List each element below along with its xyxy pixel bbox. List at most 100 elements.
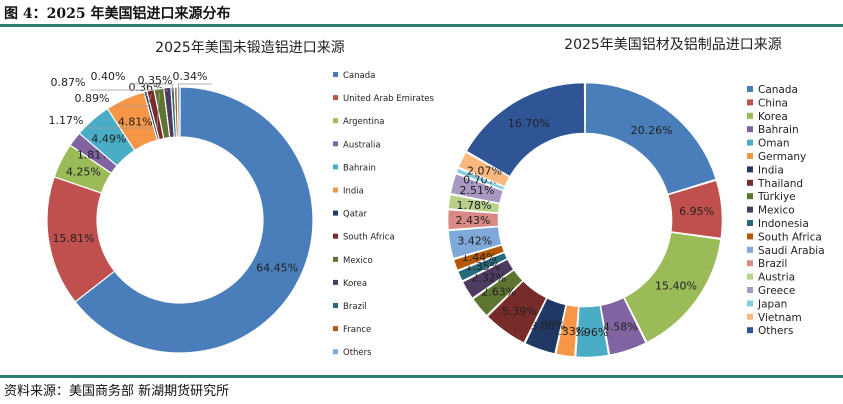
- chart-1-slice-others: [176, 86, 181, 138]
- chart-1-data-label: 0.87%: [51, 76, 86, 89]
- chart-2-slice-vietnam: [458, 152, 510, 187]
- chart-2-legend-label: Vietnam: [758, 312, 802, 324]
- chart-1-legend-swatch: [333, 349, 338, 355]
- chart-2-legend-swatch: [747, 99, 753, 106]
- chart-1-legend-label: United Arab Emirates: [343, 94, 435, 104]
- chart-2-data-label: 2.07%: [467, 165, 502, 178]
- chart-2-data-label: 5.39%: [502, 305, 537, 318]
- chart-2-legend-swatch: [747, 166, 753, 173]
- chart-2-data-label: 3.42%: [457, 234, 492, 247]
- chart-2-legend-swatch: [747, 300, 753, 307]
- chart-2-legend-label: Canada: [758, 84, 798, 96]
- chart-2-slice-others: [466, 82, 585, 177]
- chart-1-data-label: 15.81%: [53, 232, 95, 245]
- chart-1-legend-swatch: [333, 303, 338, 308]
- chart-2-legend-label: Bahrain: [758, 124, 799, 136]
- chart-1-data-label: 1.17%: [49, 114, 84, 127]
- chart-2-legend-label: Brazil: [758, 258, 787, 270]
- chart-2-slice-thailand: [487, 280, 547, 343]
- chart-2-data-label: 3.96%: [573, 326, 608, 339]
- chart-2-legend-swatch: [747, 139, 753, 146]
- chart-1-leader-line: [174, 87, 177, 92]
- chart-2-data-label: 4.58%: [603, 320, 638, 333]
- chart-1-legend-label: Mexico: [343, 256, 373, 266]
- chart-1-data-label: 0.35%: [138, 74, 173, 87]
- chart-2-slice-bahrain: [600, 297, 647, 356]
- chart-2-slice-brazil: [447, 209, 499, 230]
- chart-1-leader-line: [114, 94, 152, 107]
- chart-2-legend-label: India: [758, 164, 784, 176]
- chart-2-slice-greece: [450, 173, 504, 204]
- chart-1-data-label: 4.81%: [118, 116, 153, 129]
- chart-2-slice-canada: [585, 82, 717, 195]
- chart-2-slice-indonesia: [457, 252, 508, 282]
- chart-2-legend-label: Saudi Arabia: [758, 245, 825, 257]
- chart-2-legend-swatch: [747, 313, 753, 320]
- chart-1-leader-line: [90, 89, 169, 92]
- chart-2-legend-label: Greece: [758, 285, 795, 297]
- chart-2-legend-swatch: [747, 206, 753, 213]
- title-rule: [0, 24, 843, 27]
- chart-1-legend-label: Bahrain: [343, 163, 376, 173]
- chart-2-title: 2025年美国铝材及铝制品进口来源: [564, 37, 782, 53]
- chart-2-data-label: 2.32%: [471, 271, 506, 284]
- chart-2-legend-swatch: [747, 327, 753, 334]
- chart-2-legend-swatch: [747, 233, 753, 240]
- chart-1-legend-label: Brazil: [343, 302, 367, 312]
- chart-1-legend-swatch: [333, 256, 338, 262]
- chart-2-data-label: 2.63%: [481, 286, 516, 299]
- chart-2-legend-label: China: [758, 97, 788, 109]
- chart-1-data-label: 0.40%: [91, 70, 126, 83]
- chart-2-slice-t-rkiye: [472, 269, 523, 316]
- chart-2-slice-south-africa: [453, 244, 505, 271]
- chart-1-legend-label: Others: [343, 348, 372, 358]
- chart-2-legend-swatch: [747, 273, 753, 280]
- source-rule: [0, 375, 843, 378]
- chart-2-legend-swatch: [747, 246, 753, 253]
- chart-2-data-label: 20.26%: [631, 124, 673, 137]
- chart-1-slice-canada: [74, 86, 314, 354]
- source-note: 资料来源：美国商务部 新湖期货研究所: [4, 384, 230, 399]
- chart-2-legend-label: Japan: [757, 298, 787, 310]
- chart-2-legend-swatch: [747, 220, 753, 226]
- chart-2-legend-label: South Africa: [758, 231, 822, 243]
- chart-2-slice-korea: [624, 232, 721, 343]
- chart-1-data-label: 4.49%: [91, 133, 126, 146]
- chart-1-legend-swatch: [333, 233, 338, 239]
- chart-2-slice-china: [667, 180, 723, 239]
- chart-2-legend-label: Others: [758, 325, 793, 337]
- chart-2-data-label: 3.80%: [530, 320, 565, 333]
- chart-2-legend-swatch: [747, 287, 753, 293]
- chart-1-legend-label: Korea: [343, 279, 367, 289]
- chart-2-legend-label: Mexico: [758, 205, 795, 217]
- chart-1-data-label: 0.34%: [173, 70, 208, 83]
- chart-1-legend-swatch: [333, 279, 338, 285]
- chart-2-data-label: 15.40%: [655, 279, 697, 292]
- chart-2-slice-india: [524, 297, 567, 354]
- chart-1-legend-label: South Africa: [343, 233, 395, 243]
- chart-2-slice-saudi-arabia: [448, 226, 502, 259]
- chart-1-legend-label: France: [343, 325, 371, 335]
- chart-2-legend-label: Austria: [758, 272, 795, 284]
- chart-2-slice-mexico: [462, 259, 514, 299]
- chart-2-legend-label: Indonesia: [758, 218, 809, 230]
- chart-1-legend-swatch: [333, 95, 338, 101]
- chart-2-legend-swatch: [747, 193, 753, 200]
- chart-1-data-label: 4.25%: [66, 166, 101, 179]
- chart-2-slice-germany: [555, 304, 579, 357]
- chart-1-legend-label: Argentina: [343, 117, 384, 127]
- chart-1-leader-line: [178, 83, 212, 92]
- chart-2-legend-swatch: [747, 112, 753, 119]
- chart-1-title: 2025年美国未锻造铝进口来源: [155, 40, 345, 56]
- chart-1-leader-line: [88, 92, 160, 129]
- chart-2-legend-label: Germany: [758, 151, 806, 163]
- figure-title: 图 4：2025 年美国铝进口来源分布: [4, 6, 231, 22]
- chart-1-leader-line: [130, 83, 174, 92]
- chart-2-data-label: 1.44%: [462, 251, 497, 264]
- chart-2-legend-swatch: [747, 153, 753, 159]
- chart-2-legend-label: Korea: [758, 111, 788, 123]
- chart-2-data-label: 2.43%: [456, 214, 491, 227]
- chart-1-data-label: 0.89%: [75, 92, 110, 105]
- chart-1-legend-label: Qatar: [343, 210, 367, 220]
